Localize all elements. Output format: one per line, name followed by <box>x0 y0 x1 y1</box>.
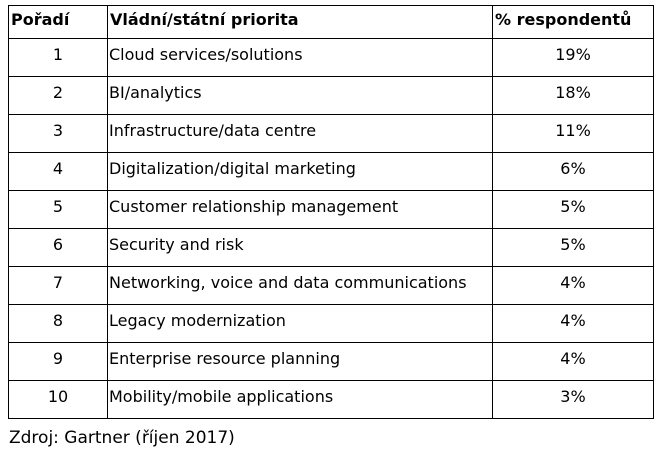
rank-cell: 9 <box>8 342 108 381</box>
header-priority: Vládní/státní priorita <box>107 5 493 39</box>
priorities-table-container: Pořadí Vládní/státní priorita % responde… <box>8 5 654 419</box>
table-row: 2 BI/analytics 18% <box>8 76 654 115</box>
table-row: 1 Cloud services/solutions 19% <box>8 38 654 77</box>
percent-cell: 3% <box>492 380 654 419</box>
priority-cell: Security and risk <box>107 228 493 267</box>
rank-cell: 1 <box>8 38 108 77</box>
priority-cell: Legacy modernization <box>107 304 493 343</box>
percent-cell: 5% <box>492 228 654 267</box>
priorities-table: Pořadí Vládní/státní priorita % responde… <box>8 5 654 419</box>
table-row: 8 Legacy modernization 4% <box>8 304 654 343</box>
priority-cell: Networking, voice and data communication… <box>107 266 493 305</box>
rank-cell: 5 <box>8 190 108 229</box>
table-row: 7 Networking, voice and data communicati… <box>8 266 654 305</box>
percent-cell: 4% <box>492 342 654 381</box>
rank-cell: 2 <box>8 76 108 115</box>
table-row: 4 Digitalization/digital marketing 6% <box>8 152 654 191</box>
table-header-row: Pořadí Vládní/státní priorita % responde… <box>8 5 654 39</box>
rank-cell: 7 <box>8 266 108 305</box>
table-row: 9 Enterprise resource planning 4% <box>8 342 654 381</box>
percent-cell: 4% <box>492 304 654 343</box>
priority-cell: Enterprise resource planning <box>107 342 493 381</box>
percent-cell: 11% <box>492 114 654 153</box>
table-row: 5 Customer relationship management 5% <box>8 190 654 229</box>
percent-cell: 6% <box>492 152 654 191</box>
priority-cell: Digitalization/digital marketing <box>107 152 493 191</box>
percent-cell: 18% <box>492 76 654 115</box>
rank-cell: 8 <box>8 304 108 343</box>
rank-cell: 10 <box>8 380 108 419</box>
header-rank: Pořadí <box>8 5 108 39</box>
priority-cell: BI/analytics <box>107 76 493 115</box>
rank-cell: 3 <box>8 114 108 153</box>
rank-cell: 6 <box>8 228 108 267</box>
table-row: 6 Security and risk 5% <box>8 228 654 267</box>
rank-cell: 4 <box>8 152 108 191</box>
percent-cell: 5% <box>492 190 654 229</box>
header-percent: % respondentů <box>492 5 654 39</box>
priority-cell: Infrastructure/data centre <box>107 114 493 153</box>
priority-cell: Customer relationship management <box>107 190 493 229</box>
priority-cell: Mobility/mobile applications <box>107 380 493 419</box>
percent-cell: 4% <box>492 266 654 305</box>
table-row: 10 Mobility/mobile applications 3% <box>8 380 654 419</box>
table-row: 3 Infrastructure/data centre 11% <box>8 114 654 153</box>
source-note: Zdroj: Gartner (říjen 2017) <box>9 428 235 448</box>
percent-cell: 19% <box>492 38 654 77</box>
priority-cell: Cloud services/solutions <box>107 38 493 77</box>
